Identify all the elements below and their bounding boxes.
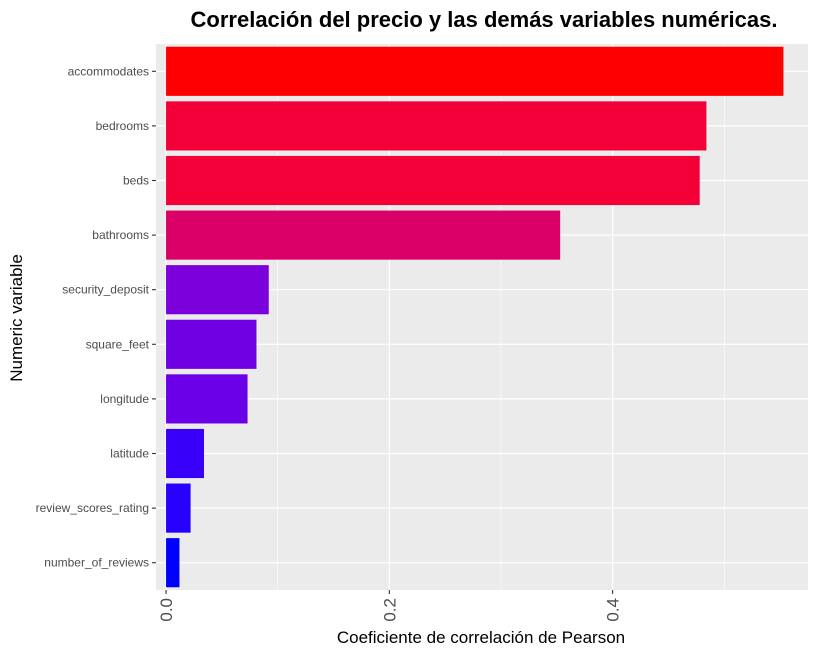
y-tick-label: security_deposit: [62, 283, 149, 297]
bars: [166, 46, 784, 588]
y-tick-label: square_feet: [86, 337, 150, 351]
x-tick-label: 0.0: [157, 598, 176, 622]
x-axis: 0.0 0.2 0.4: [157, 590, 623, 622]
bar-security-deposit: [166, 265, 269, 315]
y-tick-label: longitude: [100, 392, 149, 406]
y-tick-label: latitude: [110, 447, 149, 461]
x-tick-label: 0.2: [380, 598, 399, 622]
chart-title: Correlación del precio y las demás varia…: [191, 7, 778, 32]
bar-beds: [166, 155, 700, 206]
y-tick-label: number_of_reviews: [44, 556, 149, 570]
y-axis-title: Numeric variable: [7, 254, 26, 382]
x-axis-title: Coeficiente de correlación de Pearson: [337, 628, 625, 647]
bar-bathrooms: [166, 210, 561, 260]
bar-accommodates: [166, 46, 784, 96]
bar-latitude: [166, 428, 205, 479]
bar-review-scores-rating: [166, 483, 191, 533]
bar-square-feet: [166, 319, 257, 369]
y-tick-label: beds: [123, 174, 149, 188]
y-tick-label: accommodates: [68, 64, 149, 78]
bar-longitude: [166, 374, 248, 424]
bar-number-of-reviews: [166, 538, 180, 588]
x-tick-label: 0.4: [604, 598, 623, 622]
bar-bedrooms: [166, 101, 707, 151]
y-tick-label: bedrooms: [96, 119, 149, 133]
y-tick-label: bathrooms: [92, 228, 149, 242]
y-axis: accommodates bedrooms beds bathrooms securit…: [36, 64, 156, 570]
y-tick-label: review_scores_rating: [36, 501, 149, 515]
